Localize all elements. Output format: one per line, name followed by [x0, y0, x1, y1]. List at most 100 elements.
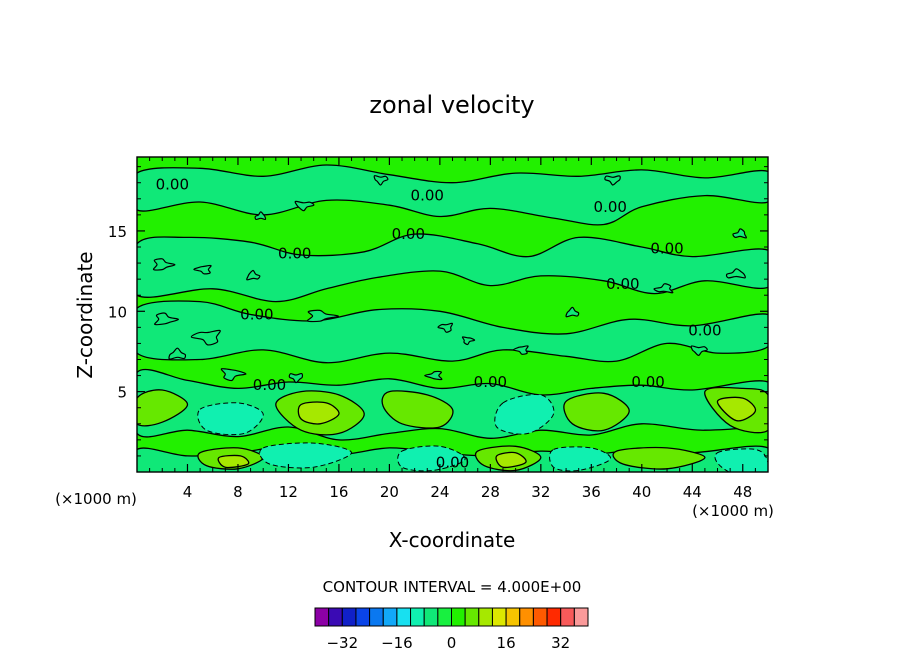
contour-value-label: 0.00 [474, 373, 507, 391]
colorbar-swatch [573, 607, 589, 627]
colorbar-swatch [369, 607, 384, 627]
contour-region-negative-strong [714, 448, 768, 472]
contour-island [373, 175, 389, 186]
contour-region-negative-strong [549, 446, 611, 472]
z-unit-label: (×1000 m) [55, 490, 137, 508]
colorbar-swatch [532, 607, 548, 627]
contour-region-positive [137, 389, 189, 427]
colorbar-tick-label: 16 [497, 634, 516, 652]
contour-island [288, 372, 304, 384]
contour-island [306, 309, 340, 323]
contour-region-positive-strong [716, 396, 757, 422]
x-tick-label: 4 [183, 483, 193, 501]
colorbar-swatch [328, 607, 343, 627]
colorbar-swatch [423, 607, 439, 627]
colorbar-swatch [491, 607, 507, 627]
contour-region-negative-strong [494, 393, 555, 435]
contour-value-label: 0.00 [606, 275, 639, 293]
contour-region-negative-strong [197, 402, 264, 436]
contour-value-label: 0.00 [156, 175, 189, 193]
contour-value-label: 0.00 [650, 240, 683, 258]
contour-island [254, 211, 267, 221]
y-axis: 5 10 15 [108, 166, 768, 457]
contour-value-label: 0.00 [411, 187, 444, 205]
contour-island [152, 258, 176, 271]
x-unit-label: (×1000 m) [692, 502, 774, 520]
x-tick-label: 48 [733, 483, 752, 501]
y-tick-label: 10 [108, 303, 127, 321]
colorbar-swatch [396, 607, 412, 627]
x-tick-label: 12 [279, 483, 298, 501]
contour-island [193, 264, 212, 275]
contour-value-label: 0.00 [631, 373, 664, 391]
contour-region-positive [563, 392, 630, 432]
contour-value-label: 0.00 [594, 198, 627, 216]
contour-region-negative-strong [259, 442, 353, 469]
colorbar-swatch [410, 607, 425, 627]
x-tick-label: 28 [481, 483, 500, 501]
colorbar-tick-label: −32 [326, 634, 358, 652]
contour-region-negative [137, 233, 768, 303]
colorbar-swatch [478, 607, 493, 627]
colorbar-swatch [519, 607, 534, 627]
contour-island [604, 175, 621, 186]
contour-island [732, 228, 747, 239]
contour-region-negative [137, 300, 768, 364]
colorbar-swatch [341, 607, 357, 627]
chart-title: zonal velocity [369, 91, 534, 119]
contour-island [461, 336, 476, 346]
contour-island [424, 370, 443, 381]
x-tick-label: 44 [683, 483, 702, 501]
contour-region-negative-strong [397, 445, 466, 472]
contour-value-label: 0.00 [436, 453, 469, 471]
contour-region-positive [381, 390, 454, 429]
contour-value-label: 0.00 [253, 376, 286, 394]
colorbar-swatch [546, 607, 562, 627]
contour-value-label: 0.00 [688, 322, 721, 340]
contour-island [512, 345, 529, 355]
contour-value-label: 0.00 [392, 225, 425, 243]
y-tick-label: 15 [108, 223, 127, 241]
plot-area [137, 157, 768, 472]
contour-island [190, 329, 221, 346]
y-tick-label: 5 [117, 384, 127, 402]
colorbar-swatch [451, 607, 466, 627]
contour-value-label: 0.00 [278, 244, 311, 262]
colorbar-swatch [560, 607, 575, 627]
contour-labels: 0.00 0.00 0.00 0.00 0.00 0.00 0.00 0.00 0.00 0.00… [156, 175, 722, 471]
contour-region-positive-strong [495, 451, 527, 469]
contour-island [154, 312, 180, 326]
x-tick-label: 40 [632, 483, 651, 501]
colorbar-swatch [437, 607, 453, 627]
contour-island [168, 347, 187, 360]
colorbar-swatch [314, 607, 330, 627]
contour-island [220, 368, 247, 382]
contour-region-positive-strong [217, 454, 250, 469]
x-tick-label: 20 [380, 483, 399, 501]
x-axis: 4 8 12 16 20 24 28 32 36 40 44 48 [149, 157, 756, 501]
contour-interval-label: CONTOUR INTERVAL = 4.000E+00 [323, 578, 582, 596]
contour-region-positive-strong [297, 401, 340, 425]
x-tick-label: 24 [430, 483, 449, 501]
colorbar-swatch [464, 607, 480, 627]
contour-island [565, 306, 580, 318]
contour-island [294, 200, 315, 212]
colorbar-tick-label: 0 [447, 634, 457, 652]
contour-lines [152, 175, 747, 384]
colorbar-swatch [355, 607, 371, 627]
contour-island [690, 345, 708, 357]
contour-island [653, 283, 674, 294]
colorbar-swatch [382, 607, 398, 627]
x-tick-label: 36 [582, 483, 601, 501]
contour-island [725, 268, 746, 279]
colorbar-tick-label: −16 [381, 634, 413, 652]
contour-value-label: 0.00 [240, 306, 273, 324]
y-axis-title: Z-coordinate [73, 251, 97, 378]
colorbar-tick-label: 32 [551, 634, 570, 652]
colorbar-swatch [505, 607, 521, 627]
x-tick-label: 16 [329, 483, 348, 501]
x-tick-label: 32 [531, 483, 550, 501]
contour-island [246, 269, 261, 281]
contour-region-positive [612, 446, 706, 470]
